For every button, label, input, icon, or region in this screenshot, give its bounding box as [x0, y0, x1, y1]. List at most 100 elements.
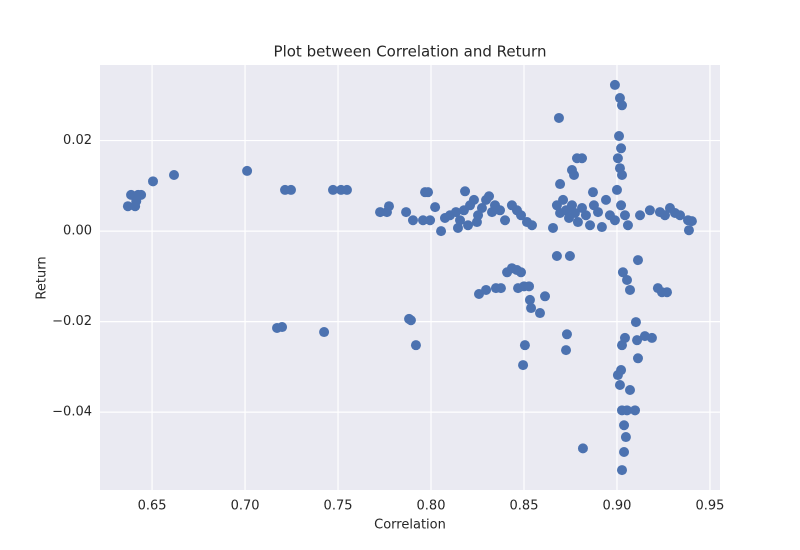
point	[555, 179, 566, 190]
point	[404, 313, 415, 324]
point	[614, 379, 625, 390]
point	[481, 284, 492, 295]
point	[471, 217, 482, 228]
point	[622, 220, 633, 231]
point	[601, 194, 612, 205]
point	[147, 176, 158, 187]
point	[622, 405, 633, 416]
point	[619, 420, 630, 431]
point	[516, 210, 527, 221]
point	[553, 112, 564, 123]
point	[319, 327, 330, 338]
point	[580, 210, 591, 221]
point	[616, 340, 627, 351]
point	[561, 329, 572, 340]
point	[277, 322, 288, 333]
point	[423, 187, 434, 198]
y-tick-label: 0.00	[63, 224, 92, 239]
point	[616, 100, 627, 111]
point	[587, 187, 598, 198]
point	[686, 216, 697, 227]
point	[616, 143, 627, 154]
point	[616, 465, 627, 476]
point	[644, 205, 655, 216]
point	[401, 207, 412, 218]
point	[616, 169, 627, 180]
point	[452, 222, 463, 233]
y-tick-label: −0.02	[52, 314, 92, 329]
point	[468, 194, 479, 205]
x-tick-label: 0.80	[417, 499, 446, 514]
point	[675, 210, 686, 221]
point	[476, 203, 487, 214]
point	[516, 267, 527, 278]
point	[540, 291, 551, 302]
chart-title: Plot between Correlation and Return	[274, 43, 547, 61]
point	[619, 446, 630, 457]
point	[242, 165, 253, 176]
point	[632, 255, 643, 266]
point	[659, 210, 670, 221]
point	[558, 194, 569, 205]
point	[566, 200, 577, 211]
point	[616, 365, 627, 376]
point	[585, 220, 596, 231]
point	[460, 186, 471, 197]
point	[614, 131, 625, 142]
point	[122, 201, 133, 212]
x-tick-label: 0.90	[603, 499, 632, 514]
point	[619, 210, 630, 221]
point	[622, 274, 633, 285]
point	[407, 215, 418, 226]
point	[410, 340, 421, 351]
point	[548, 222, 559, 233]
point	[551, 251, 562, 262]
point	[683, 225, 694, 236]
point	[609, 79, 620, 90]
point	[430, 202, 441, 213]
y-tick-label: −0.04	[52, 405, 92, 420]
x-tick-label: 0.95	[695, 499, 724, 514]
point	[418, 215, 429, 226]
point	[500, 215, 511, 226]
point	[519, 340, 530, 351]
point	[495, 205, 506, 216]
point	[596, 222, 607, 233]
point	[569, 208, 580, 219]
point	[484, 191, 495, 202]
point	[463, 220, 474, 231]
point	[616, 200, 627, 211]
point	[577, 443, 588, 454]
point	[646, 332, 657, 343]
point	[617, 267, 628, 278]
point	[455, 215, 466, 226]
point	[450, 207, 461, 218]
point	[620, 432, 631, 443]
point	[662, 287, 673, 298]
point	[285, 184, 296, 195]
point	[425, 215, 436, 226]
point	[328, 184, 339, 195]
point	[526, 220, 537, 231]
point	[612, 153, 623, 164]
point	[534, 308, 545, 319]
point	[630, 317, 641, 328]
point	[561, 345, 572, 356]
point	[383, 201, 394, 212]
point	[577, 153, 588, 164]
point	[495, 283, 506, 294]
point	[131, 196, 142, 207]
point	[632, 335, 643, 346]
x-tick-label: 0.70	[231, 499, 260, 514]
point	[341, 184, 352, 195]
point	[526, 303, 537, 314]
point	[566, 165, 577, 176]
point	[169, 169, 180, 180]
y-axis-label: Return	[35, 256, 50, 299]
point	[436, 226, 447, 237]
x-tick-label: 0.65	[138, 499, 167, 514]
x-tick-label: 0.75	[324, 499, 353, 514]
point	[375, 207, 386, 218]
point	[630, 405, 641, 416]
